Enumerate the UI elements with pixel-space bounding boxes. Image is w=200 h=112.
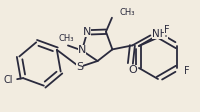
Text: N: N — [83, 27, 91, 37]
Text: CH₃: CH₃ — [120, 8, 135, 17]
Text: O: O — [128, 65, 137, 75]
Text: F: F — [184, 66, 190, 76]
Text: Cl: Cl — [4, 75, 13, 85]
Text: F: F — [164, 25, 170, 35]
Text: N: N — [78, 45, 86, 55]
Text: NH: NH — [152, 29, 168, 39]
Text: S: S — [76, 62, 83, 72]
Text: CH₃: CH₃ — [58, 34, 74, 43]
